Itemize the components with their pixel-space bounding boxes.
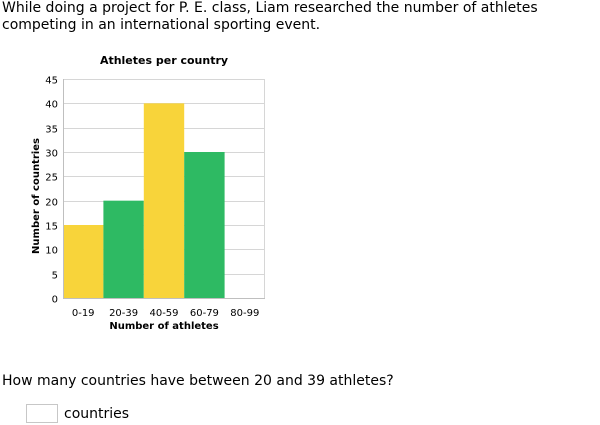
y-tick-label: 35	[45, 125, 58, 136]
answer-row: countries	[26, 404, 129, 423]
y-tick-label: 45	[45, 76, 58, 87]
bars	[63, 103, 225, 298]
x-tick-label: 20-39	[109, 308, 138, 319]
x-axis-label: Number of athletes	[109, 321, 218, 332]
x-tick-label: 40-59	[149, 308, 178, 319]
y-tick-labels: 0 5 10 15 20 25 30 35 40 45	[45, 76, 58, 306]
answer-input[interactable]	[26, 404, 58, 423]
y-tick-label: 40	[45, 100, 58, 111]
y-tick-label: 5	[52, 271, 58, 282]
question-text: How many countries have between 20 and 3…	[2, 373, 394, 389]
y-tick-label: 15	[45, 222, 58, 233]
chart-title: Athletes per country	[100, 54, 228, 67]
answer-unit-label: countries	[64, 405, 130, 422]
x-tick-labels: 0-19 20-39 40-59 60-79 80-99	[72, 308, 259, 319]
bar	[63, 225, 104, 298]
bar	[103, 200, 144, 298]
y-tick-label: 25	[45, 173, 58, 184]
y-tick-label: 10	[45, 246, 58, 257]
axes	[63, 79, 265, 299]
x-tick-label: 60-79	[190, 308, 219, 319]
y-tick-label: 20	[45, 198, 58, 209]
y-tick-label: 30	[45, 149, 58, 160]
histogram-chart: Athletes per country 051015202530354045 …	[31, 54, 265, 332]
intro-text: While doing a project for P. E. class, L…	[2, 0, 538, 33]
y-tick-label: 0	[52, 295, 58, 306]
bar	[184, 152, 225, 298]
x-tick-label: 0-19	[72, 308, 95, 319]
bar	[143, 103, 185, 298]
x-tick-label: 80-99	[230, 308, 259, 319]
y-axis-label: Number of countries	[31, 138, 42, 254]
